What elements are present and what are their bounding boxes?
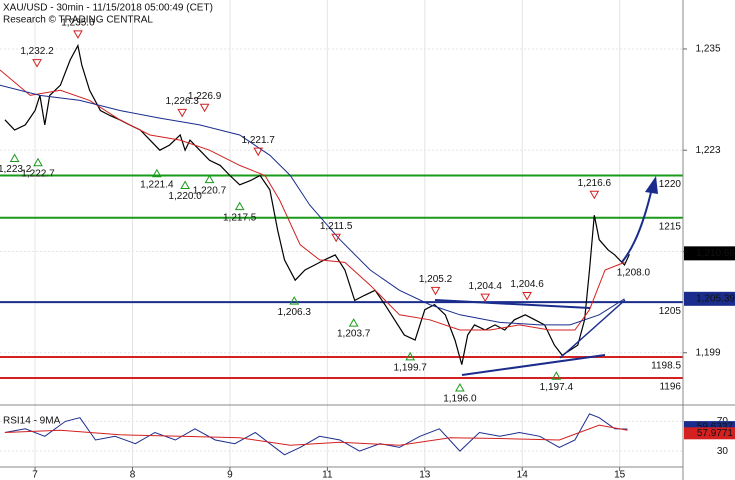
x-tick-label: 15 [614,470,626,480]
high-label: 1,226.9 [188,91,222,102]
y-tick-label: 1,223 [695,145,720,156]
low-marker [405,351,416,361]
high-label: 1,216.6 [578,178,612,189]
high-marker [331,233,342,243]
price-tag [684,291,735,306]
low-label: 1,199.7 [394,362,428,373]
x-tick-label: 11 [322,470,333,480]
rsi-panel: RSI14 - 9MA [3,413,628,456]
low-label: 1,220.7 [193,185,227,196]
annotations: 1,235.6 1,232.2 1,226.31,226.9 1,221.7 1,211… [0,18,651,405]
high-marker [177,108,188,118]
high-marker [199,103,210,113]
low-marker [551,371,562,380]
level-label: 1198.5 [651,361,681,372]
high-label: 1,211.5 [320,221,353,232]
rsi-tag-label: 59.6337 [697,422,734,433]
grid [0,0,683,466]
x-tick-label: 7 [32,470,38,480]
level-label: 1205 [659,306,682,317]
high-marker [522,291,532,301]
chart-subtitle: Research © TRADING CENTRAL [3,15,153,26]
low-label: 1,203.7 [337,329,371,340]
low-marker [180,180,190,190]
note-label: 1,208.0 [617,267,651,278]
high-marker [73,30,83,39]
level-label-bg [645,381,682,394]
series-line [4,424,628,446]
low-label: 1,223.2 [0,164,32,175]
rsi-tag [684,427,735,440]
trend-line [461,354,606,376]
levels: 1220 1215 1205 1198.5 1196 [0,174,683,394]
y-tick-label: 1,199 [695,347,720,358]
price-tag-label: 1,205.39 [696,293,735,304]
high-label: 1,204.4 [469,281,503,292]
level-label-bg [645,305,682,318]
low-marker [234,201,245,211]
lines [0,43,630,365]
high-label: 1,235.6 [61,18,95,29]
price-tag [684,246,735,261]
trend-line [559,299,626,359]
high-label: 1,232.2 [20,46,54,57]
high-marker [430,286,441,296]
low-label: 1,221.4 [140,179,174,190]
x-tick-label: 8 [130,470,136,480]
low-marker [289,296,300,305]
x-tick-label: 9 [227,470,233,480]
rsi-title: RSI14 - 9MA [3,416,61,427]
projection-arrow [621,187,653,263]
high-label: 1,226.3 [166,96,200,107]
series-line [0,69,625,331]
arrow-head [645,176,658,194]
axes: 789111314151,2351,2231,2111,1991,210.661… [32,44,735,480]
low-marker [455,383,465,392]
low-label: 1,222.7 [21,168,55,179]
level-label: 1196 [659,382,681,393]
chart-title: XAU/USD - 30min - 11/15/2018 05:00:49 (C… [3,3,213,14]
series-line [4,43,630,365]
low-marker [33,157,43,167]
price-tag-label: 1,210.66 [696,248,735,259]
low-marker [204,174,215,184]
low-marker [152,168,162,178]
drawings [434,176,658,376]
low-marker [348,318,359,327]
high-label: 1,204.6 [510,279,544,290]
level-label: 1215 [659,221,682,232]
trend-line [434,299,591,309]
rsi-tag-label: 57.9771 [697,428,734,439]
low-label: 1,196.0 [443,394,477,405]
low-marker [9,153,20,163]
low-label: 1,206.3 [278,307,312,318]
high-marker [589,190,600,200]
high-marker [480,293,491,303]
series-line [0,84,625,326]
high-marker [253,147,264,157]
x-tick-label: 14 [517,470,529,480]
low-label: 1,197.4 [540,382,574,393]
low-label: 1,220.0 [168,191,202,202]
rsi-tick-label: 30 [717,446,729,457]
high-label: 1,221.7 [242,135,276,146]
low-label: 1,217.5 [223,212,257,223]
level-label-bg [645,220,682,233]
y-tick-label: 1,235 [695,44,720,55]
high-marker [32,59,42,68]
x-tick-label: 13 [419,470,431,480]
high-label: 1,205.2 [419,274,453,285]
level-label-bg [645,359,682,372]
level-label: 1220 [659,179,682,190]
